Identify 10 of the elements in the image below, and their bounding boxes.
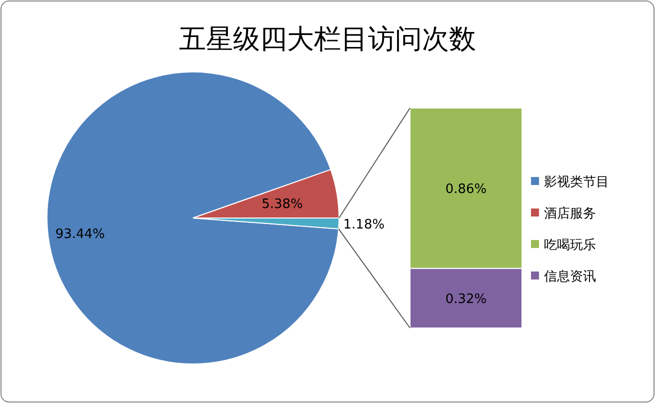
data-label: 1.18% [343, 218, 385, 233]
data-label: 93.44% [55, 226, 105, 242]
series-label: 吃喝玩乐 [544, 238, 596, 253]
legend-label: 信息资讯 [544, 270, 596, 284]
chart-title: 五星级四大栏目访问次数 [179, 24, 476, 55]
data-label: 0.32% [445, 292, 487, 308]
legend-label: 影视类节目 [544, 175, 609, 190]
data-label: 0.86% [445, 182, 487, 198]
legend-label: 酒店服务 [544, 206, 596, 222]
data-label: 5.38% [262, 196, 303, 212]
